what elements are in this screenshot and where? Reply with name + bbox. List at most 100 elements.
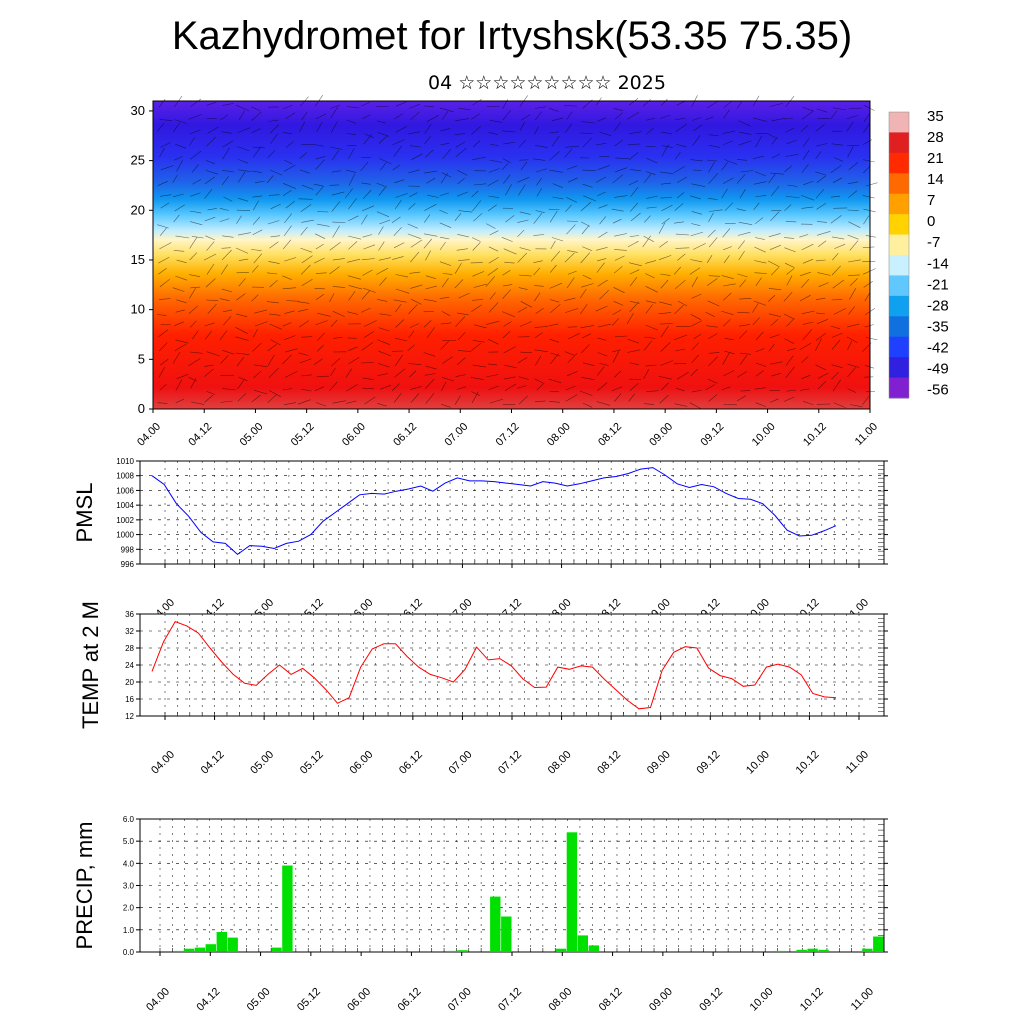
wind-barb [691,223,701,226]
wind-barb [863,281,873,288]
wind-barb [722,130,736,134]
y-tick-label: 2.0 [123,904,135,913]
wind-barb [520,301,533,308]
wind-barb [536,188,542,197]
wind-barb [158,268,167,275]
wind-barb [204,216,216,222]
wind-barb [346,119,356,124]
wind-barb [534,285,544,287]
wind-barb [692,135,701,146]
wind-barb [534,378,544,384]
colorbar-label: -21 [927,276,949,293]
wind-barb [489,143,500,147]
wind-barb [237,393,247,402]
wind-barb [724,202,734,212]
wind-barb [485,276,496,287]
wind-barb [551,135,560,147]
wind-barb [362,189,372,200]
wind-barb [315,156,326,160]
wind-barb [550,250,561,262]
wind-barb [425,365,437,370]
wind-barb [801,243,814,251]
wind-barb [518,287,528,290]
wind-barb [189,129,201,135]
wind-barb [770,318,779,326]
wind-barb [221,288,233,293]
wind-barb [301,374,312,377]
wind-barb [502,270,511,276]
wind-barb [393,145,403,157]
y-tick-label: 0 [138,401,145,416]
wind-barb [691,276,698,288]
wind-barb [754,387,766,390]
colorbar-swatch [889,275,909,297]
wind-barb [361,214,368,225]
wind-barb [299,121,305,133]
wind-barb [206,299,219,301]
wind-barb [473,183,487,186]
wind-barb [235,327,248,334]
wind-barb [708,275,721,277]
wind-barb [441,404,451,408]
wind-barb [599,131,612,136]
wind-barb [235,336,249,341]
wind-barb [282,322,292,327]
wind-barb [721,188,728,199]
wind-barb [645,364,657,367]
wind-barb [158,98,166,108]
wind-barb [440,322,452,325]
wind-barb [267,220,280,225]
x-tick-label: 04.12 [186,421,214,449]
wind-barb [268,390,281,397]
wind-barb [253,370,262,379]
wind-barb [205,170,219,175]
wind-barb [220,264,228,275]
wind-barb [471,237,481,242]
wind-barb [613,266,623,274]
colorbar-label: 14 [927,171,944,188]
wind-barb [565,204,572,212]
x-tick-label: 07.00 [447,749,475,777]
wind-barb [457,177,465,185]
wind-barb [329,381,338,391]
wind-barb [440,172,448,184]
wind-barb [583,195,597,202]
wind-barb [802,321,814,325]
wind-barb [332,400,347,404]
colorbar-frame [888,111,910,399]
wind-barb [582,137,592,148]
wind-barb [409,192,418,198]
wind-barb [614,249,627,251]
wind-barb [471,391,479,404]
wind-barb [454,395,461,405]
wind-barb [597,382,608,392]
wind-barb [236,313,248,318]
wind-barb [674,334,688,341]
colorbar-swatch [889,336,909,358]
wind-barb [785,366,795,378]
wind-barb [597,279,608,287]
wind-barb [830,325,840,330]
wind-barb [783,117,794,120]
wind-barb [489,292,496,300]
wind-barb [205,235,215,241]
wind-barb [204,364,214,367]
wind-barb [282,183,296,189]
wind-barb [707,300,720,307]
x-tick-label: 04.00 [135,421,163,449]
wind-barb [222,140,234,148]
colorbar-label: 35 [927,108,944,125]
wind-barb [219,298,230,302]
wind-barb [831,299,843,301]
y-tick-label: 32 [125,627,134,636]
wind-barb [817,272,831,276]
wind-barb [330,319,338,328]
wind-barb [191,401,205,405]
x-tick-label: 05.12 [295,986,323,1014]
wind-barb [532,158,546,161]
wind-barb [690,231,704,237]
wind-barb [549,169,563,173]
wind-barb [833,157,844,162]
wind-barb [379,219,391,225]
wind-barb [846,115,858,120]
